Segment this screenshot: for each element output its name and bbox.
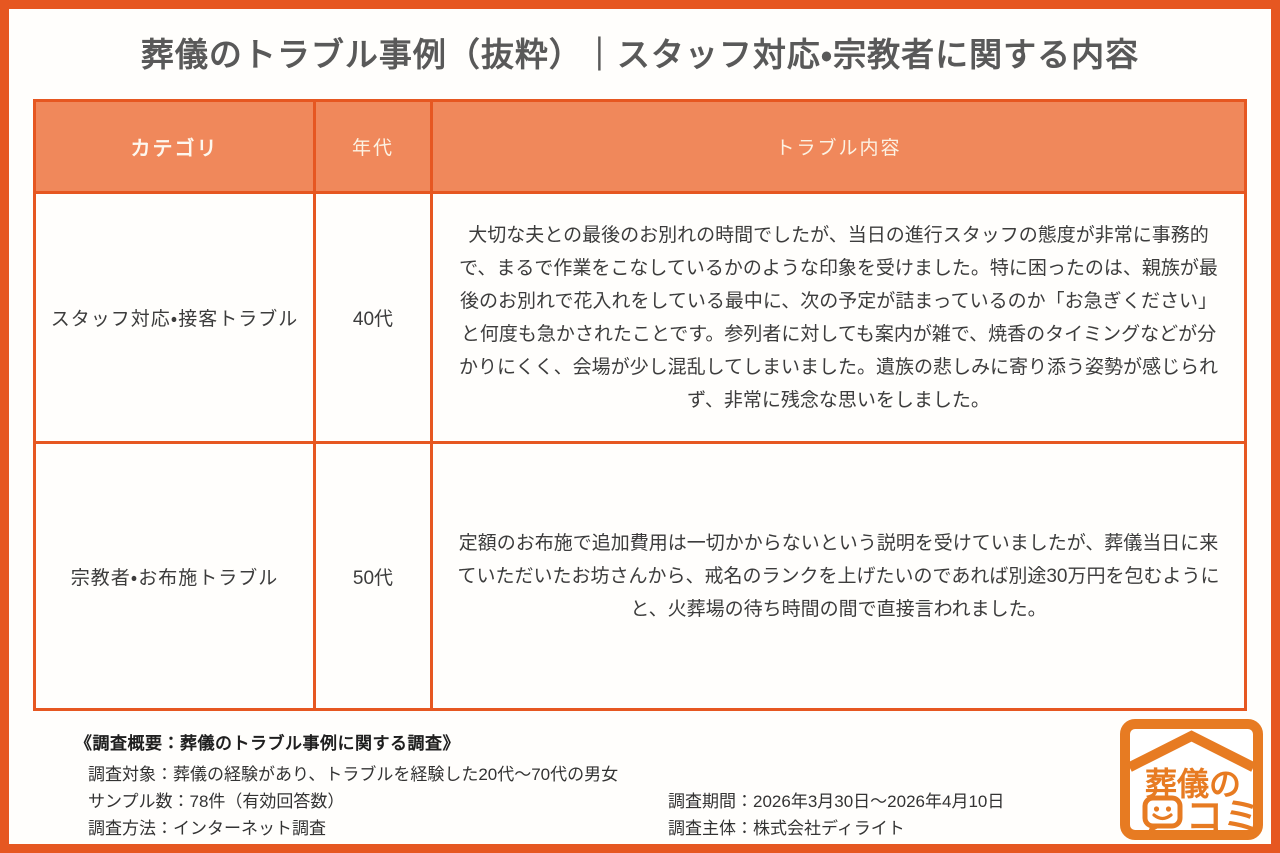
header-category: カテゴリ xyxy=(33,99,316,195)
logo-text-line2: コミ xyxy=(1186,796,1260,837)
survey-details-right: 調査期間：2026年3月30日～2026年4月10日 調査主体：株式会社ディライ… xyxy=(668,788,1004,842)
header-content: トラブル内容 xyxy=(430,99,1247,195)
row2-category: 宗教者・お布施トラブル xyxy=(33,441,316,712)
row1-age: 40代 xyxy=(313,191,433,445)
row1-content: 大切な夫との最後のお別れの時間でしたが、当日の進行スタッフの態度が非常に事務的で… xyxy=(430,191,1247,445)
survey-details-left: 調査対象：葬儀の経験があり、トラブルを経験した20代～70代の男女 サンプル数：… xyxy=(88,761,618,842)
row2-content: 定額のお布施で追加費用は一切かからないという説明を受けていましたが、葬儀当日に来… xyxy=(430,441,1247,712)
header-age: 年代 xyxy=(313,99,433,195)
table-header-row: カテゴリ 年代 トラブル内容 xyxy=(33,99,1247,195)
row2-age: 50代 xyxy=(313,441,433,712)
survey-target: 調査対象：葬儀の経験があり、トラブルを経験した20代～70代の男女 xyxy=(88,765,619,784)
house-roof-icon xyxy=(1127,730,1256,772)
survey-heading: 《調査概要：葬儀のトラブル事例に関する調査》 xyxy=(75,734,460,753)
row1-category: スタッフ対応・接客トラブル xyxy=(33,191,316,445)
speech-bubble-smiley-icon xyxy=(1142,795,1183,834)
table-row: スタッフ対応・接客トラブル 40代 大切な夫との最後のお別れの時間でしたが、当日… xyxy=(33,191,1247,445)
survey-method: 調査方法：インターネット調査 xyxy=(88,819,326,838)
sougi-no-kuchikomi-logo: 葬儀の コミ xyxy=(1120,719,1263,840)
page-title: 葬儀のトラブル事例（抜粋）｜スタッフ対応・宗教者に関する内容 xyxy=(140,36,1140,73)
table-row: 宗教者・お布施トラブル 50代 定額のお布施で追加費用は一切かからないという説明… xyxy=(33,441,1247,712)
survey-organizer: 調査主体：株式会社ディライト xyxy=(668,819,905,838)
survey-sample-count: サンプル数：78件（有効回答数） xyxy=(88,792,345,811)
trouble-cases-table: カテゴリ 年代 トラブル内容 スタッフ対応・接客トラブル 40代 大切な夫との最… xyxy=(33,99,1247,712)
survey-period: 調査期間：2026年3月30日～2026年4月10日 xyxy=(668,792,1005,811)
